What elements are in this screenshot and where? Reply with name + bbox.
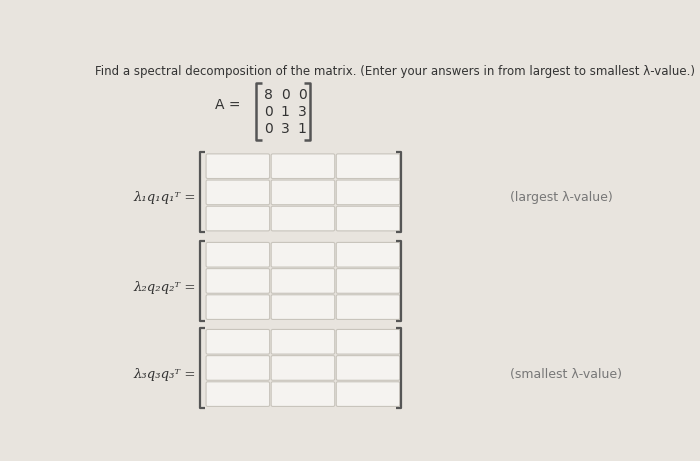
Text: λ₃q₃q₃ᵀ =: λ₃q₃q₃ᵀ =	[134, 368, 196, 381]
FancyBboxPatch shape	[336, 330, 400, 354]
FancyBboxPatch shape	[206, 242, 270, 267]
FancyBboxPatch shape	[336, 269, 400, 293]
FancyBboxPatch shape	[271, 154, 335, 178]
FancyBboxPatch shape	[206, 330, 270, 354]
FancyBboxPatch shape	[271, 330, 335, 354]
Text: 1: 1	[281, 105, 290, 118]
FancyBboxPatch shape	[336, 242, 400, 267]
FancyBboxPatch shape	[206, 382, 270, 407]
Text: A =: A =	[215, 98, 240, 112]
Text: (largest λ-value): (largest λ-value)	[510, 191, 612, 204]
FancyBboxPatch shape	[271, 382, 335, 407]
Text: 0: 0	[264, 105, 272, 118]
FancyBboxPatch shape	[271, 242, 335, 267]
Text: 3: 3	[298, 105, 307, 118]
FancyBboxPatch shape	[271, 269, 335, 293]
FancyBboxPatch shape	[336, 382, 400, 407]
FancyBboxPatch shape	[206, 180, 270, 205]
Text: Find a spectral decomposition of the matrix. (Enter your answers in from largest: Find a spectral decomposition of the mat…	[95, 65, 695, 77]
FancyBboxPatch shape	[336, 154, 400, 178]
Text: (smallest λ-value): (smallest λ-value)	[510, 368, 622, 381]
FancyBboxPatch shape	[336, 355, 400, 380]
Text: λ₂q₂q₂ᵀ =: λ₂q₂q₂ᵀ =	[134, 281, 196, 295]
Text: 1: 1	[298, 122, 307, 136]
Text: 8: 8	[264, 88, 272, 102]
FancyBboxPatch shape	[271, 295, 335, 319]
Text: λ₁q₁q₁ᵀ =: λ₁q₁q₁ᵀ =	[134, 191, 196, 204]
FancyBboxPatch shape	[271, 206, 335, 231]
FancyBboxPatch shape	[336, 180, 400, 205]
Text: 3: 3	[281, 122, 290, 136]
FancyBboxPatch shape	[206, 355, 270, 380]
FancyBboxPatch shape	[336, 295, 400, 319]
FancyBboxPatch shape	[271, 355, 335, 380]
Text: 0: 0	[281, 88, 290, 102]
FancyBboxPatch shape	[206, 295, 270, 319]
FancyBboxPatch shape	[271, 180, 335, 205]
FancyBboxPatch shape	[206, 206, 270, 231]
Text: 0: 0	[264, 122, 272, 136]
FancyBboxPatch shape	[206, 269, 270, 293]
Text: 0: 0	[298, 88, 307, 102]
FancyBboxPatch shape	[206, 154, 270, 178]
FancyBboxPatch shape	[336, 206, 400, 231]
